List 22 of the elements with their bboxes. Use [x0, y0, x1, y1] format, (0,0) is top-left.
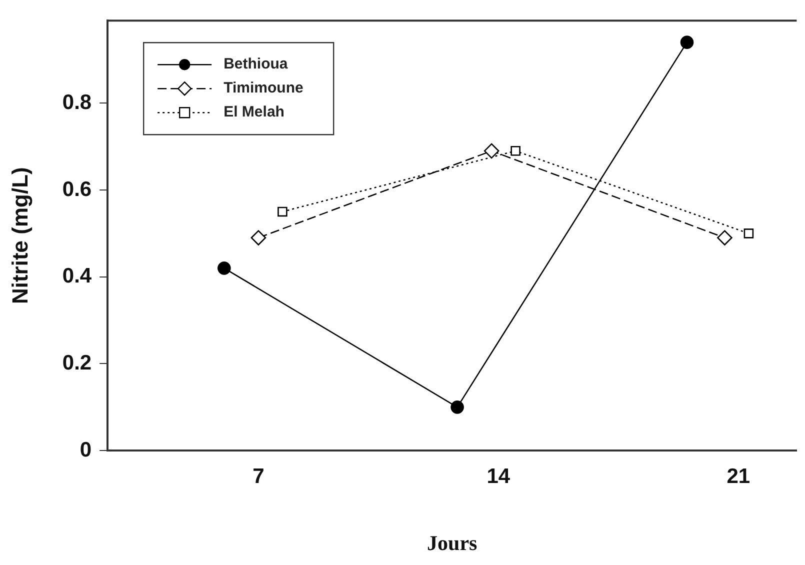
- y-tick-label: 0.8: [62, 90, 92, 114]
- x-tick-label: 21: [726, 464, 750, 488]
- y-tick-label: 0.6: [62, 178, 92, 201]
- point: [218, 262, 231, 275]
- point: [278, 206, 288, 217]
- point: [510, 146, 520, 156]
- x-tick-label: 14: [486, 464, 510, 488]
- legend-label: El Melah: [224, 104, 284, 121]
- legend-label: Bethioua: [224, 56, 288, 73]
- legend-label: Timimoune: [224, 80, 304, 97]
- point: [484, 143, 500, 159]
- point: [250, 230, 266, 246]
- y-tick-label: 0: [80, 438, 92, 462]
- point: [450, 400, 464, 414]
- y-tick-label: 0.4: [62, 264, 92, 288]
- x-tick-label: 7: [252, 464, 264, 488]
- y-axis-title: Nitrite (mg/L): [7, 167, 32, 304]
- point: [680, 36, 694, 49]
- y-tick-label: 0.2: [62, 352, 92, 375]
- point: [717, 230, 732, 246]
- x-axis-title: Jours: [427, 530, 478, 555]
- point: [744, 228, 754, 238]
